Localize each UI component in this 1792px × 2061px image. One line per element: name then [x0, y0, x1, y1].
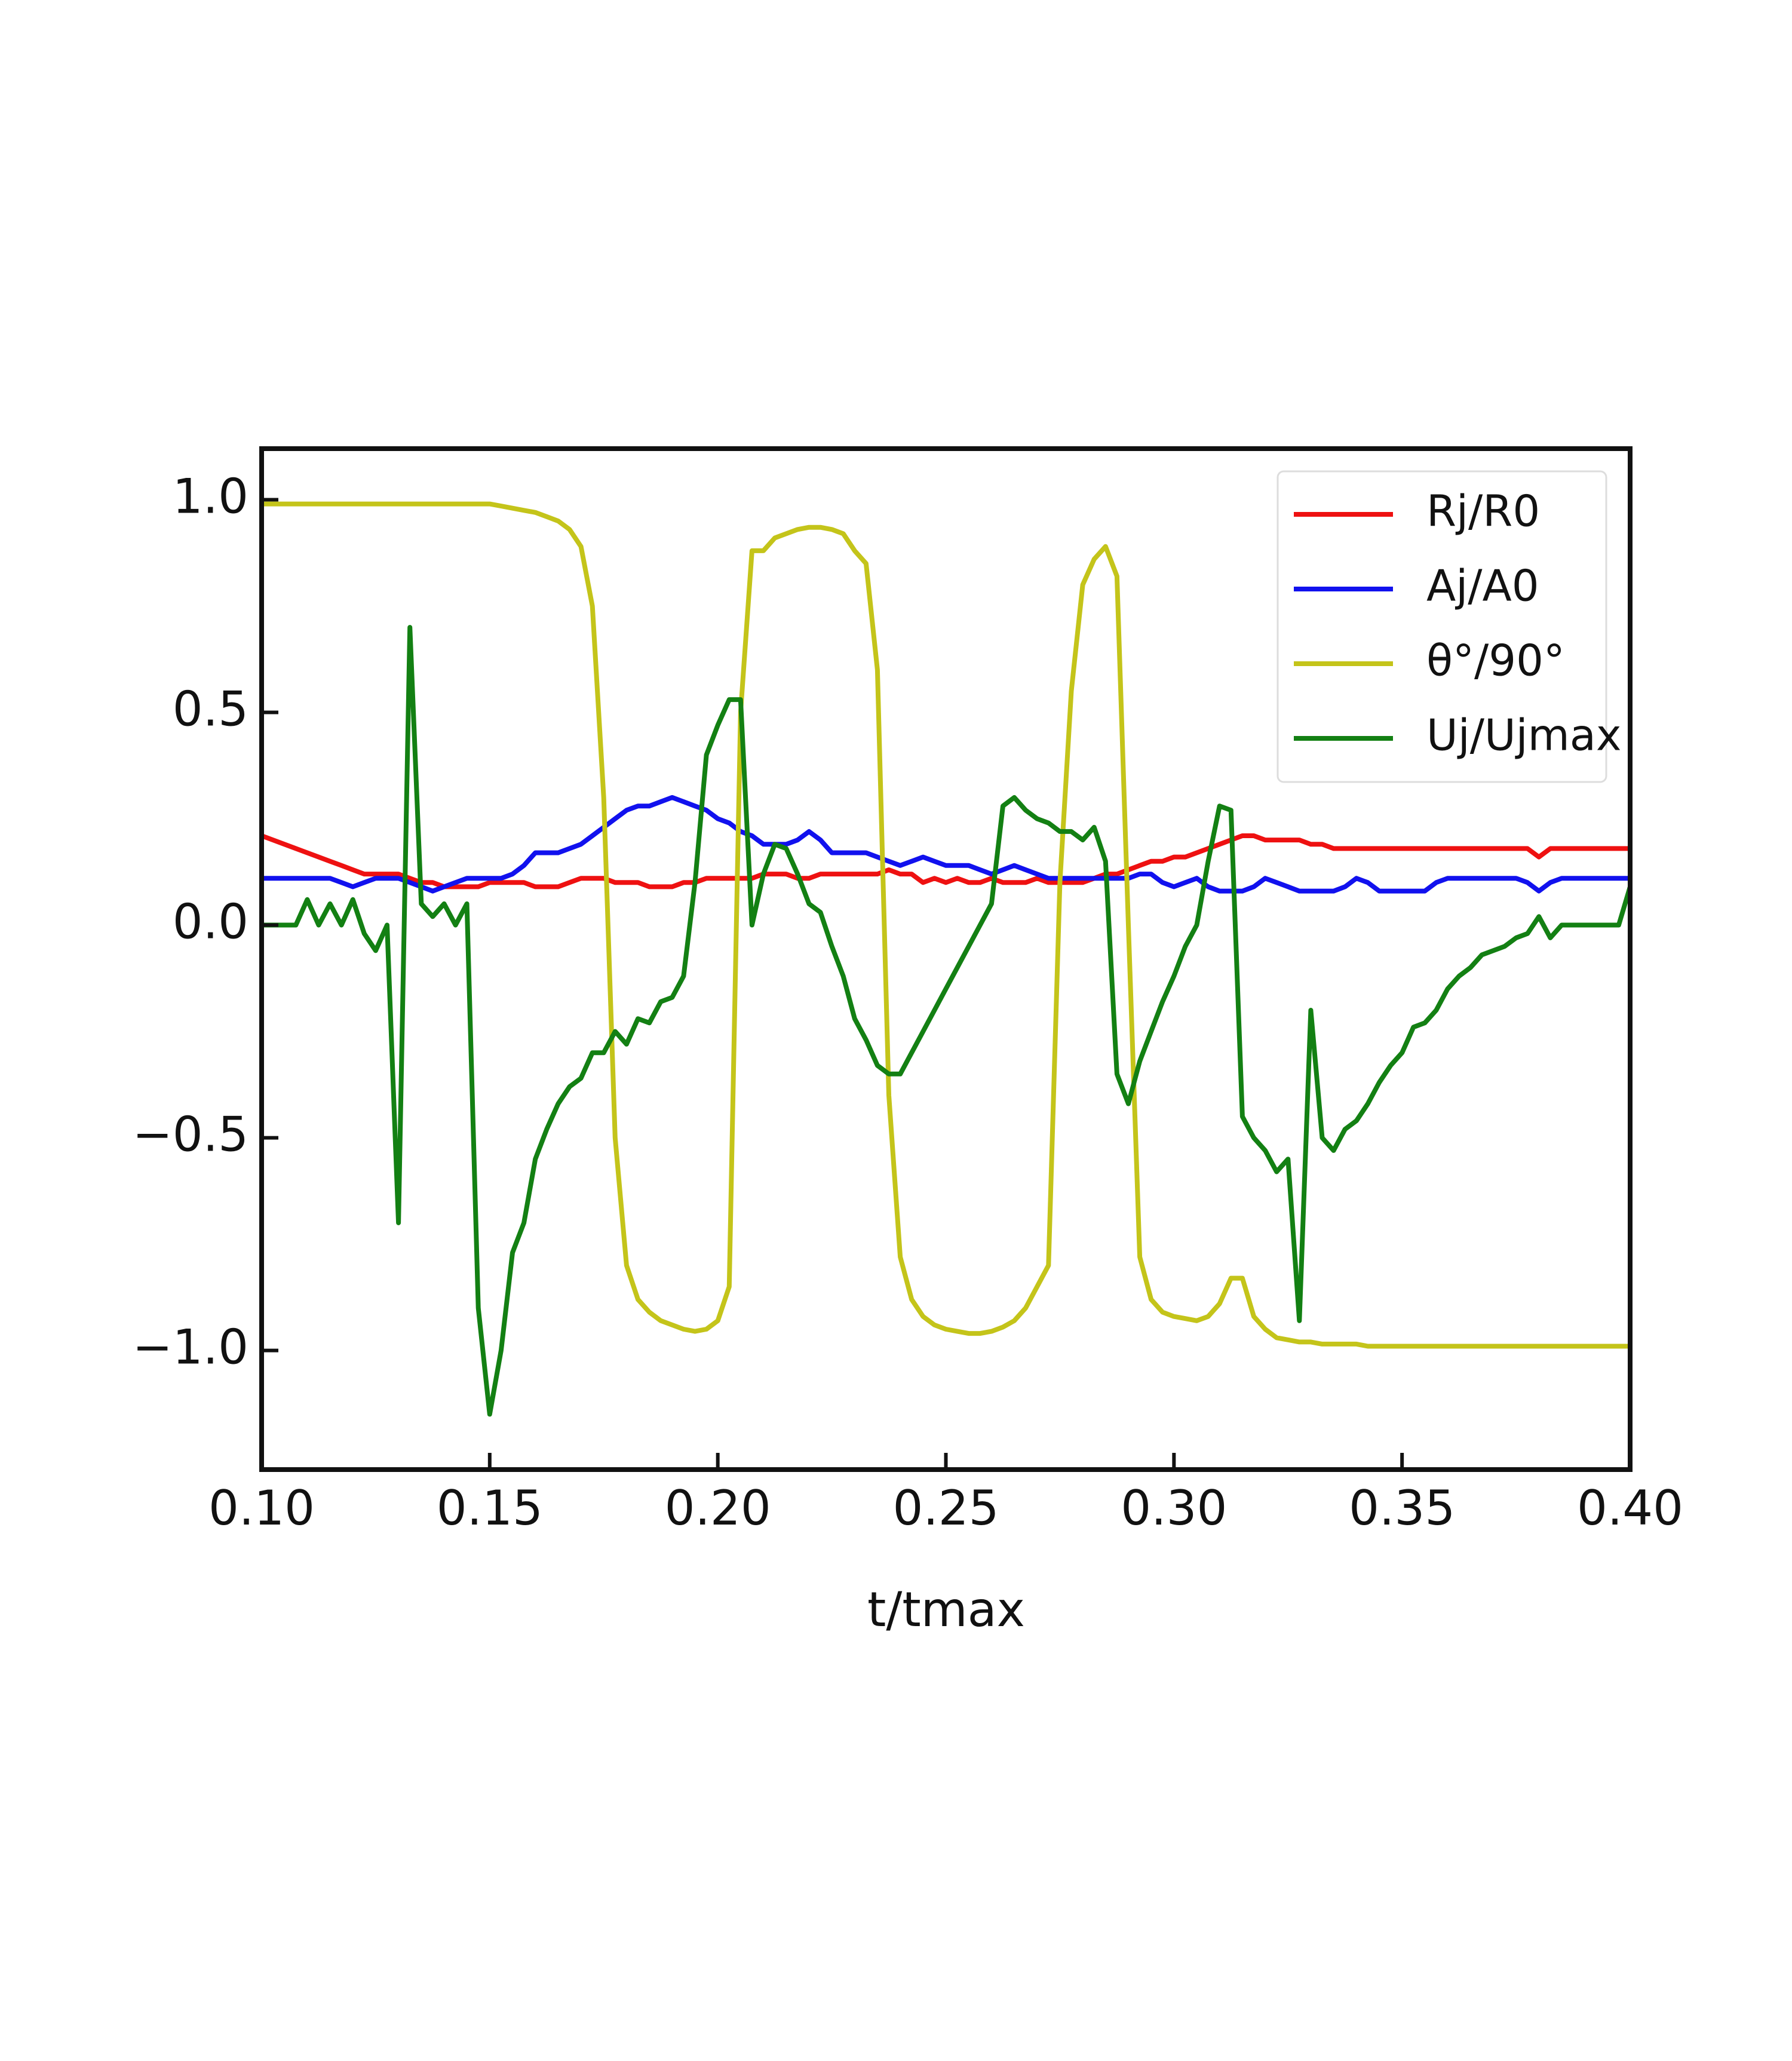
x-tick-label: 0.20: [665, 1480, 771, 1536]
x-tick-label: 0.15: [437, 1480, 543, 1536]
legend: Rj/R0 Aj/A0 θ°/90° Uj/Ujmax: [1277, 470, 1622, 783]
legend-label: Uj/Ujmax: [1426, 710, 1622, 760]
y-tick-label: 0.0: [173, 894, 248, 950]
x-tick-label: 0.30: [1121, 1480, 1227, 1536]
series-line: [262, 833, 1630, 890]
y-tick-label: −0.5: [133, 1107, 248, 1163]
legend-label: Aj/A0: [1426, 561, 1539, 611]
series-line: [262, 795, 1630, 894]
y-tick-label: −1.0: [133, 1320, 248, 1375]
legend-label: Rj/R0: [1426, 486, 1540, 536]
series-line: [262, 625, 1630, 1417]
x-tick-label: 0.10: [208, 1480, 315, 1536]
x-tick-label: 0.35: [1349, 1480, 1455, 1536]
legend-label: θ°/90°: [1426, 636, 1565, 686]
series-line: [262, 501, 1630, 1349]
y-tick-label: 0.5: [173, 681, 248, 737]
y-tick-label: 1.0: [173, 468, 248, 524]
x-axis-label: t/tmax: [867, 1582, 1025, 1637]
x-tick-label: 0.40: [1577, 1480, 1683, 1536]
x-tick-label: 0.25: [892, 1480, 999, 1536]
plot-area: [262, 501, 1630, 1417]
legend-box: [1277, 470, 1607, 783]
